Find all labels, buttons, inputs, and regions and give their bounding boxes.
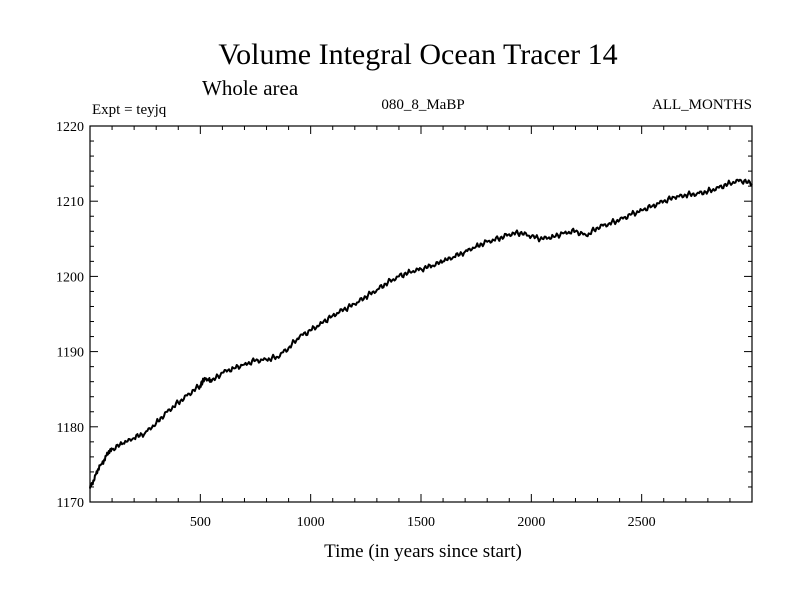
series-line-0 xyxy=(89,178,753,489)
x-tick-label: 2500 xyxy=(628,515,656,530)
annotation-right: ALL_MONTHS xyxy=(652,97,752,113)
annotation-left: Expt = teyjq xyxy=(92,102,167,118)
y-tick-label: 1220 xyxy=(56,120,84,135)
y-tick-label: 1170 xyxy=(57,496,84,511)
x-axis-label: Time (in years since start) xyxy=(324,541,522,562)
y-tick-label: 1180 xyxy=(57,421,84,436)
x-tick-labels: 500 1000 1500 2000 2500 xyxy=(190,515,656,530)
x-tick-label: 500 xyxy=(190,515,211,530)
annotation-center: 080_8_MaBP xyxy=(381,97,464,113)
y-tick-label: 1210 xyxy=(56,195,84,210)
chart-subtitle: Whole area xyxy=(202,76,299,100)
x-tick-label: 2000 xyxy=(517,515,545,530)
y-tick-label: 1190 xyxy=(57,346,84,361)
x-tick-label: 1500 xyxy=(407,515,435,530)
y-tick-label: 1200 xyxy=(56,270,84,285)
plot-frame xyxy=(89,125,753,503)
axis-ticks xyxy=(90,125,752,503)
chart-title: Volume Integral Ocean Tracer 14 xyxy=(218,38,617,71)
x-tick-label: 1000 xyxy=(297,515,325,530)
y-tick-labels: 1170 1180 1190 1200 1210 1220 xyxy=(56,120,84,511)
series-group xyxy=(89,178,753,489)
